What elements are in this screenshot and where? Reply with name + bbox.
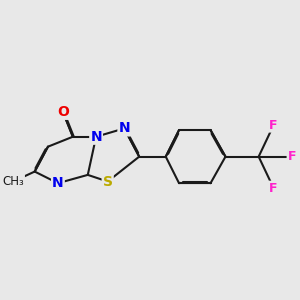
- Text: F: F: [269, 118, 278, 132]
- Text: N: N: [90, 130, 102, 144]
- Text: S: S: [103, 175, 113, 188]
- Text: F: F: [288, 150, 296, 163]
- Text: CH₃: CH₃: [2, 175, 24, 188]
- Text: N: N: [52, 176, 64, 190]
- Text: F: F: [269, 182, 278, 195]
- Text: N: N: [118, 122, 130, 135]
- Text: O: O: [57, 105, 69, 119]
